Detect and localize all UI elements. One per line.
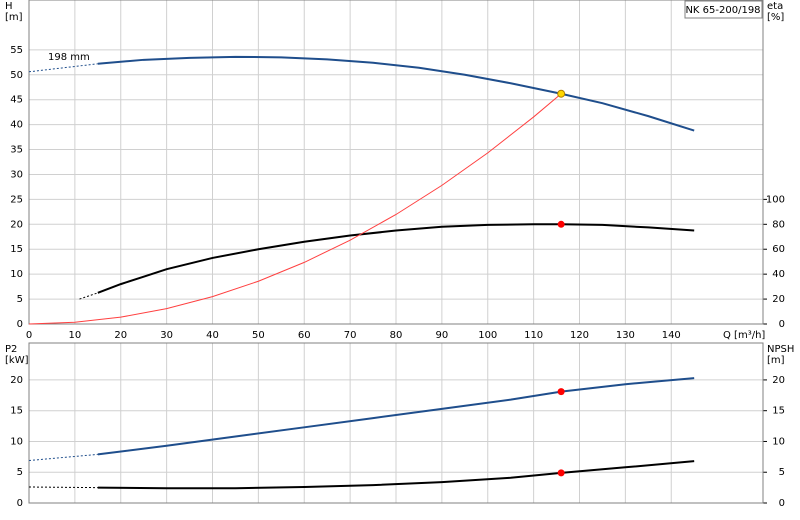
x-tick-label: 30 — [160, 330, 173, 341]
curve — [97, 55, 695, 132]
y-tick-label: 50 — [10, 70, 23, 81]
x-tick-label: 140 — [662, 330, 681, 341]
curve — [79, 292, 98, 300]
impeller-label: 198 mm — [48, 52, 90, 63]
curve — [97, 460, 695, 490]
x-tick-label: 60 — [298, 330, 311, 341]
y2-tick-label: 80 — [772, 219, 785, 230]
y2-tick-label: 20 — [772, 294, 785, 305]
x-tick-label: 100 — [478, 330, 497, 341]
plot-frame — [28, 0, 764, 325]
duty-point — [557, 388, 565, 396]
x-tick-label: 70 — [344, 330, 357, 341]
y-tick-label: 35 — [10, 145, 23, 156]
y-axis-label: P2 — [5, 344, 17, 355]
x-tick-label: 130 — [616, 330, 635, 341]
x-tick-label: 0 — [26, 330, 32, 341]
curve — [28, 93, 562, 325]
y-tick-label: 15 — [10, 244, 23, 255]
duty-point — [557, 89, 566, 98]
y-tick-label: 45 — [10, 95, 23, 106]
curve — [97, 223, 695, 294]
y-tick-label: 40 — [10, 120, 23, 131]
y-tick-label: 0 — [17, 498, 23, 509]
y2-tick-label: 10 — [772, 436, 785, 447]
x-tick-label: 90 — [436, 330, 449, 341]
y-tick-label: 55 — [10, 45, 23, 56]
y2-tick-label: 15 — [772, 406, 785, 417]
y2-tick-label: 100 — [766, 194, 785, 205]
curve — [28, 486, 98, 489]
duty-point — [557, 220, 565, 228]
y2-axis-label: [%] — [767, 12, 784, 23]
model-label: NK 65-200/198 — [685, 5, 760, 16]
y-tick-label: 10 — [10, 269, 23, 280]
y-tick-label: 10 — [10, 436, 23, 447]
y-tick-label: 5 — [17, 467, 23, 478]
y2-axis-label: eta — [767, 1, 783, 12]
model-box — [684, 0, 763, 19]
y2-tick-label: 60 — [772, 244, 785, 255]
x-tick-label: 40 — [206, 330, 219, 341]
y-tick-label: 30 — [10, 169, 23, 180]
curve — [28, 63, 98, 73]
curve — [28, 453, 98, 462]
y2-tick-label: 40 — [772, 269, 785, 280]
y2-tick-label: 0 — [779, 498, 785, 509]
x-tick-label: 80 — [390, 330, 403, 341]
y-axis-label: H — [5, 1, 13, 12]
y2-axis-label: NPSH — [767, 344, 794, 355]
x-axis-label: Q [m³/h] — [723, 330, 765, 341]
y2-tick-label: 5 — [779, 467, 785, 478]
y-tick-label: 0 — [17, 319, 23, 330]
y-tick-label: 20 — [10, 375, 23, 386]
y-tick-label: 15 — [10, 406, 23, 417]
y-tick-label: 5 — [17, 294, 23, 305]
x-tick-label: 10 — [69, 330, 82, 341]
y2-tick-label: 20 — [772, 375, 785, 386]
x-tick-label: 120 — [570, 330, 589, 341]
y-tick-label: 20 — [10, 219, 23, 230]
x-tick-label: 50 — [252, 330, 265, 341]
y-tick-label: 25 — [10, 194, 23, 205]
y2-axis-label: [m] — [767, 355, 785, 366]
plot-frame — [28, 342, 764, 504]
x-tick-label: 110 — [524, 330, 543, 341]
duty-point — [557, 469, 565, 477]
x-tick-label: 20 — [114, 330, 127, 341]
y2-tick-label: 0 — [779, 319, 785, 330]
y-axis-label: [kW] — [5, 355, 29, 366]
y-axis-label: [m] — [5, 12, 23, 23]
curve — [97, 377, 695, 456]
